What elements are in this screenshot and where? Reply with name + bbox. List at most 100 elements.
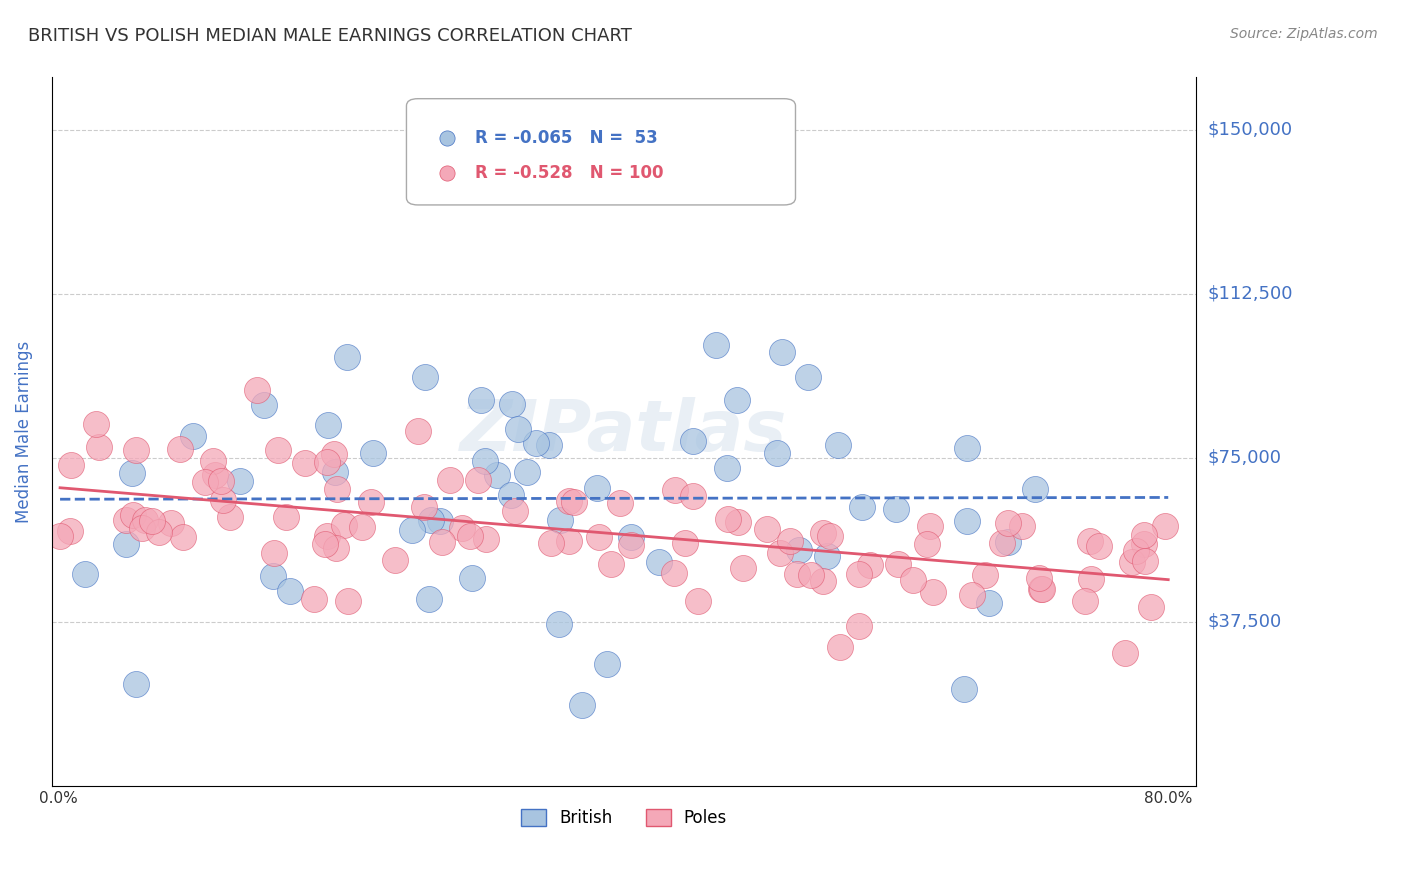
Point (325, 541, 347, 555)
Point (682, 434, 704, 448)
Point (526, 779, 548, 793)
Point (131, 521, 153, 535)
Point (361, 446, 384, 460)
Point (122, 508, 145, 523)
Point (547, 616, 569, 631)
Legend: British, Poles: British, Poles (515, 803, 734, 834)
Point (209, 474, 232, 488)
Point (848, 567, 870, 582)
Point (125, 442, 148, 457)
Point (141, 514, 163, 528)
Point (688, 593, 710, 607)
Point (1029, 582, 1052, 596)
Point (1024, 483, 1046, 497)
Text: R = -0.528   N = 100: R = -0.528 N = 100 (475, 164, 664, 182)
Text: R = -0.065   N =  53: R = -0.065 N = 53 (475, 128, 658, 146)
FancyBboxPatch shape (406, 99, 796, 205)
Point (915, 536, 938, 550)
Point (352, 520, 374, 534)
Point (1031, 582, 1053, 596)
Point (418, 592, 440, 607)
Point (316, 417, 339, 432)
Point (506, 422, 529, 436)
Point (1073, 594, 1095, 608)
Point (673, 535, 696, 549)
Point (486, 467, 509, 482)
Point (1080, 572, 1102, 586)
Point (997, 516, 1019, 531)
Point (474, 532, 496, 546)
Point (267, 442, 290, 457)
Point (325, 465, 347, 479)
Point (59, 524, 82, 538)
Point (562, 495, 585, 509)
Point (997, 535, 1019, 549)
Point (733, 561, 755, 575)
Point (664, 483, 686, 497)
Point (571, 698, 593, 712)
Point (499, 488, 522, 502)
Point (430, 534, 453, 549)
Point (1140, 599, 1163, 614)
Point (797, 370, 820, 384)
Point (314, 537, 336, 551)
Point (181, 429, 204, 443)
Point (596, 657, 619, 671)
Text: $150,000: $150,000 (1208, 121, 1292, 139)
Text: $37,500: $37,500 (1208, 613, 1281, 631)
Point (1114, 646, 1136, 660)
Point (956, 441, 979, 455)
Text: BRITISH VS POLISH MEDIAN MALE EARNINGS CORRELATION CHART: BRITISH VS POLISH MEDIAN MALE EARNINGS C… (28, 27, 631, 45)
Point (1133, 528, 1156, 542)
Point (474, 454, 496, 468)
Point (246, 383, 269, 397)
Point (830, 640, 852, 654)
Point (408, 425, 430, 439)
Point (134, 513, 156, 527)
Point (586, 481, 609, 495)
Point (211, 493, 233, 508)
Point (558, 493, 581, 508)
Point (253, 398, 276, 412)
Point (429, 515, 451, 529)
Point (148, 524, 170, 539)
Point (960, 588, 983, 602)
Point (903, 573, 925, 587)
Point (49, 529, 72, 543)
Point (439, 473, 461, 487)
Text: $75,000: $75,000 (1208, 449, 1281, 467)
Point (336, 350, 359, 364)
Point (769, 546, 792, 560)
Point (121, 466, 143, 480)
Point (599, 557, 621, 571)
Point (125, 677, 148, 691)
Point (716, 461, 738, 475)
Point (953, 681, 976, 696)
Y-axis label: Median Male Earnings: Median Male Earnings (15, 341, 32, 523)
Point (59, 458, 82, 473)
Point (588, 530, 610, 544)
Point (727, 515, 749, 529)
Point (323, 447, 346, 461)
Point (467, 473, 489, 487)
Point (884, 501, 907, 516)
Point (779, 533, 801, 548)
Point (219, 510, 242, 524)
Point (526, 779, 548, 793)
Point (1121, 555, 1143, 569)
Point (276, 510, 298, 524)
Point (294, 456, 316, 470)
Point (620, 538, 643, 552)
Point (263, 546, 285, 560)
Point (811, 574, 834, 588)
Point (717, 512, 740, 526)
Point (470, 393, 492, 408)
Point (420, 512, 443, 526)
Point (1028, 571, 1050, 585)
Point (401, 523, 423, 537)
Point (278, 584, 301, 599)
Point (160, 516, 183, 531)
Point (787, 543, 810, 558)
Point (770, 345, 793, 359)
Point (501, 397, 523, 411)
